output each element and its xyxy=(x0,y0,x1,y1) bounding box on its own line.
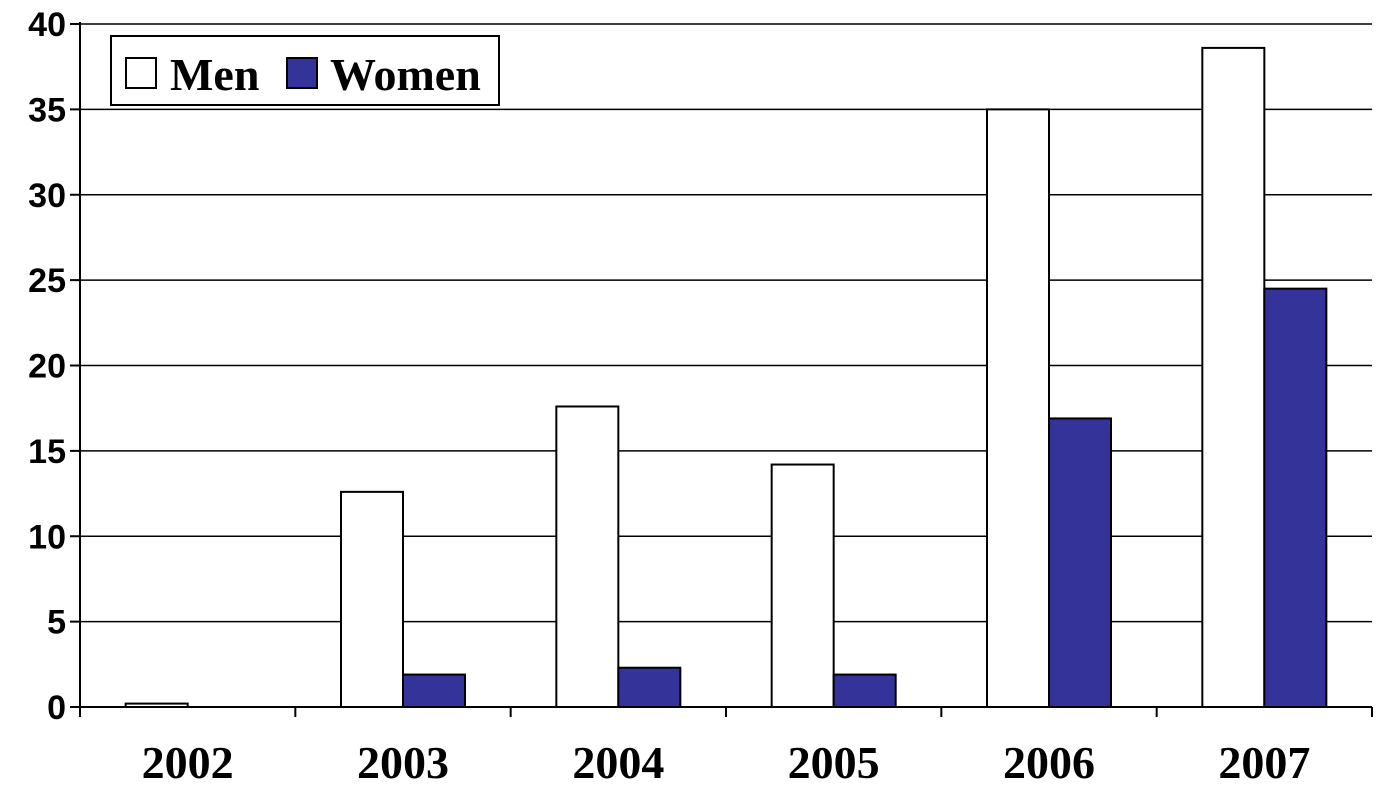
bar-women-2004 xyxy=(617,666,682,708)
bar-men-2006 xyxy=(986,108,1050,708)
bar-women-2006 xyxy=(1048,417,1112,708)
x-axis-ticks: 2002 2003 2004 2005 2006 2007 xyxy=(79,707,1373,786)
y-tick-label: 20 xyxy=(28,348,66,386)
bar-men-2003 xyxy=(340,490,404,709)
y-tick-label: 35 xyxy=(28,91,66,129)
bar-men-2004 xyxy=(555,405,620,708)
bar-men-2005 xyxy=(770,463,835,708)
x-tick-label: 2004 xyxy=(572,737,664,786)
y-tick-label: 30 xyxy=(28,177,66,215)
y-axis-ticks: 0 5 10 15 20 25 30 35 40 xyxy=(28,6,80,727)
y-tick-label: 40 xyxy=(28,6,66,44)
bar-women-2005 xyxy=(832,673,897,708)
y-tick-label: 15 xyxy=(28,433,66,471)
legend-label-women: Women xyxy=(330,49,481,100)
x-tick-label: 2005 xyxy=(788,737,880,786)
x-tick-label: 2007 xyxy=(1218,737,1310,786)
y-tick-label: 5 xyxy=(47,604,66,642)
gridlines xyxy=(80,23,1372,623)
x-tick-label: 2002 xyxy=(142,737,234,786)
axes xyxy=(79,22,1372,708)
legend-swatch-men xyxy=(125,57,157,89)
legend: Men Women xyxy=(110,35,500,106)
legend-swatch-women xyxy=(286,57,318,89)
bar-women-2003 xyxy=(402,673,466,708)
y-tick-label: 0 xyxy=(47,689,66,727)
x-tick-label: 2006 xyxy=(1003,737,1095,786)
bars xyxy=(124,46,1328,709)
y-tick-label: 25 xyxy=(28,262,66,300)
bar-women-2007 xyxy=(1263,287,1328,708)
legend-label-men: Men xyxy=(170,49,259,100)
y-tick-label: 10 xyxy=(28,518,66,556)
x-tick-label: 2003 xyxy=(357,737,449,786)
bar-men-2007 xyxy=(1201,46,1266,708)
